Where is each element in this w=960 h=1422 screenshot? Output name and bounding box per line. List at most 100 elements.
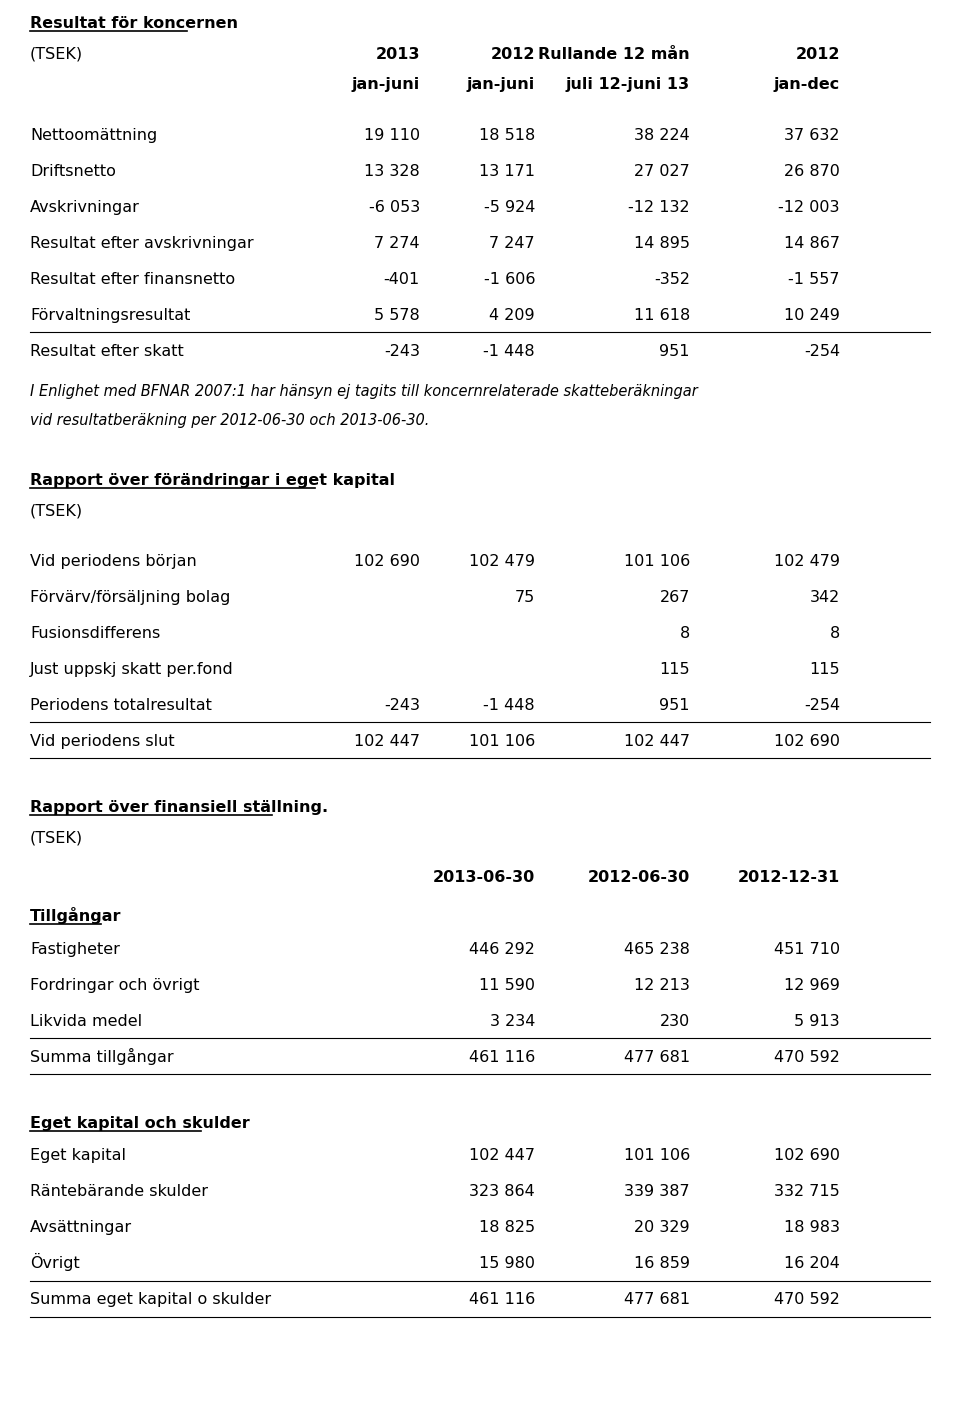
Text: 13 171: 13 171 [479,164,535,179]
Text: 101 106: 101 106 [624,553,690,569]
Text: (TSEK): (TSEK) [30,503,84,518]
Text: 3 234: 3 234 [490,1014,535,1030]
Text: 8: 8 [829,626,840,641]
Text: 2013: 2013 [375,47,420,61]
Text: Förvärv/försäljning bolag: Förvärv/försäljning bolag [30,590,230,604]
Text: 7 247: 7 247 [490,236,535,250]
Text: 339 387: 339 387 [624,1185,690,1199]
Text: -6 053: -6 053 [369,199,420,215]
Text: 13 328: 13 328 [364,164,420,179]
Text: 11 618: 11 618 [634,307,690,323]
Text: Likvida medel: Likvida medel [30,1014,142,1030]
Text: -401: -401 [384,272,420,287]
Text: Driftsnetto: Driftsnetto [30,164,116,179]
Text: 38 224: 38 224 [635,128,690,142]
Text: Övrigt: Övrigt [30,1253,80,1271]
Text: jan-juni: jan-juni [467,77,535,92]
Text: 12 969: 12 969 [784,978,840,993]
Text: -243: -243 [384,698,420,712]
Text: 5 913: 5 913 [794,1014,840,1030]
Text: vid resultatberäkning per 2012-06-30 och 2013-06-30.: vid resultatberäkning per 2012-06-30 och… [30,414,429,428]
Text: -1 557: -1 557 [788,272,840,287]
Text: 461 116: 461 116 [468,1293,535,1307]
Text: juli 12-juni 13: juli 12-juni 13 [565,77,690,92]
Text: (TSEK): (TSEK) [30,47,84,61]
Text: Summa eget kapital o skulder: Summa eget kapital o skulder [30,1293,271,1307]
Text: 16 859: 16 859 [634,1256,690,1271]
Text: 267: 267 [660,590,690,604]
Text: 451 710: 451 710 [774,941,840,957]
Text: Nettoomättning: Nettoomättning [30,128,157,142]
Text: 37 632: 37 632 [784,128,840,142]
Text: Tillgångar: Tillgångar [30,907,122,924]
Text: 102 690: 102 690 [774,734,840,748]
Text: 323 864: 323 864 [469,1185,535,1199]
Text: 102 447: 102 447 [469,1148,535,1163]
Text: -254: -254 [804,344,840,358]
Text: Fastigheter: Fastigheter [30,941,120,957]
Text: 101 106: 101 106 [468,734,535,748]
Text: 20 329: 20 329 [635,1220,690,1236]
Text: Avskrivningar: Avskrivningar [30,199,140,215]
Text: 230: 230 [660,1014,690,1030]
Text: -1 448: -1 448 [484,344,535,358]
Text: 14 895: 14 895 [634,236,690,250]
Text: jan-dec: jan-dec [774,77,840,92]
Text: Fordringar och övrigt: Fordringar och övrigt [30,978,200,993]
Text: 75: 75 [515,590,535,604]
Text: 102 479: 102 479 [469,553,535,569]
Text: Förvaltningsresultat: Förvaltningsresultat [30,307,190,323]
Text: 10 249: 10 249 [784,307,840,323]
Text: 27 027: 27 027 [635,164,690,179]
Text: 14 867: 14 867 [784,236,840,250]
Text: 18 518: 18 518 [479,128,535,142]
Text: 2012: 2012 [491,47,535,61]
Text: 102 447: 102 447 [354,734,420,748]
Text: -243: -243 [384,344,420,358]
Text: Vid periodens början: Vid periodens början [30,553,197,569]
Text: 5 578: 5 578 [374,307,420,323]
Text: 2012-06-30: 2012-06-30 [588,870,690,884]
Text: -1 448: -1 448 [484,698,535,712]
Text: 2012-12-31: 2012-12-31 [737,870,840,884]
Text: Resultat efter finansnetto: Resultat efter finansnetto [30,272,235,287]
Text: -12 132: -12 132 [629,199,690,215]
Text: 461 116: 461 116 [468,1049,535,1065]
Text: 470 592: 470 592 [774,1049,840,1065]
Text: Fusionsdifferens: Fusionsdifferens [30,626,160,641]
Text: Resultat efter skatt: Resultat efter skatt [30,344,183,358]
Text: 332 715: 332 715 [775,1185,840,1199]
Text: 101 106: 101 106 [624,1148,690,1163]
Text: 16 204: 16 204 [784,1256,840,1271]
Text: 11 590: 11 590 [479,978,535,993]
Text: 115: 115 [660,661,690,677]
Text: -254: -254 [804,698,840,712]
Text: 115: 115 [809,661,840,677]
Text: 4 209: 4 209 [490,307,535,323]
Text: Eget kapital: Eget kapital [30,1148,126,1163]
Text: 2013-06-30: 2013-06-30 [433,870,535,884]
Text: jan-juni: jan-juni [351,77,420,92]
Text: 951: 951 [660,344,690,358]
Text: -5 924: -5 924 [484,199,535,215]
Text: 470 592: 470 592 [774,1293,840,1307]
Text: 465 238: 465 238 [624,941,690,957]
Text: 2012: 2012 [796,47,840,61]
Text: -352: -352 [654,272,690,287]
Text: Räntebärande skulder: Räntebärande skulder [30,1185,208,1199]
Text: -1 606: -1 606 [484,272,535,287]
Text: Resultat efter avskrivningar: Resultat efter avskrivningar [30,236,253,250]
Text: 102 690: 102 690 [354,553,420,569]
Text: Periodens totalresultat: Periodens totalresultat [30,698,212,712]
Text: Resultat för koncernen: Resultat för koncernen [30,16,238,31]
Text: 19 110: 19 110 [364,128,420,142]
Text: 102 447: 102 447 [624,734,690,748]
Text: Just uppskj skatt per.fond: Just uppskj skatt per.fond [30,661,233,677]
Text: 18 825: 18 825 [479,1220,535,1236]
Text: 477 681: 477 681 [624,1049,690,1065]
Text: Rapport över finansiell ställning.: Rapport över finansiell ställning. [30,799,328,815]
Text: Rapport över förändringar i eget kapital: Rapport över förändringar i eget kapital [30,472,395,488]
Text: 102 479: 102 479 [774,553,840,569]
Text: 102 690: 102 690 [774,1148,840,1163]
Text: I Enlighet med BFNAR 2007:1 har hänsyn ej tagits till koncernrelaterade skattebe: I Enlighet med BFNAR 2007:1 har hänsyn e… [30,384,698,398]
